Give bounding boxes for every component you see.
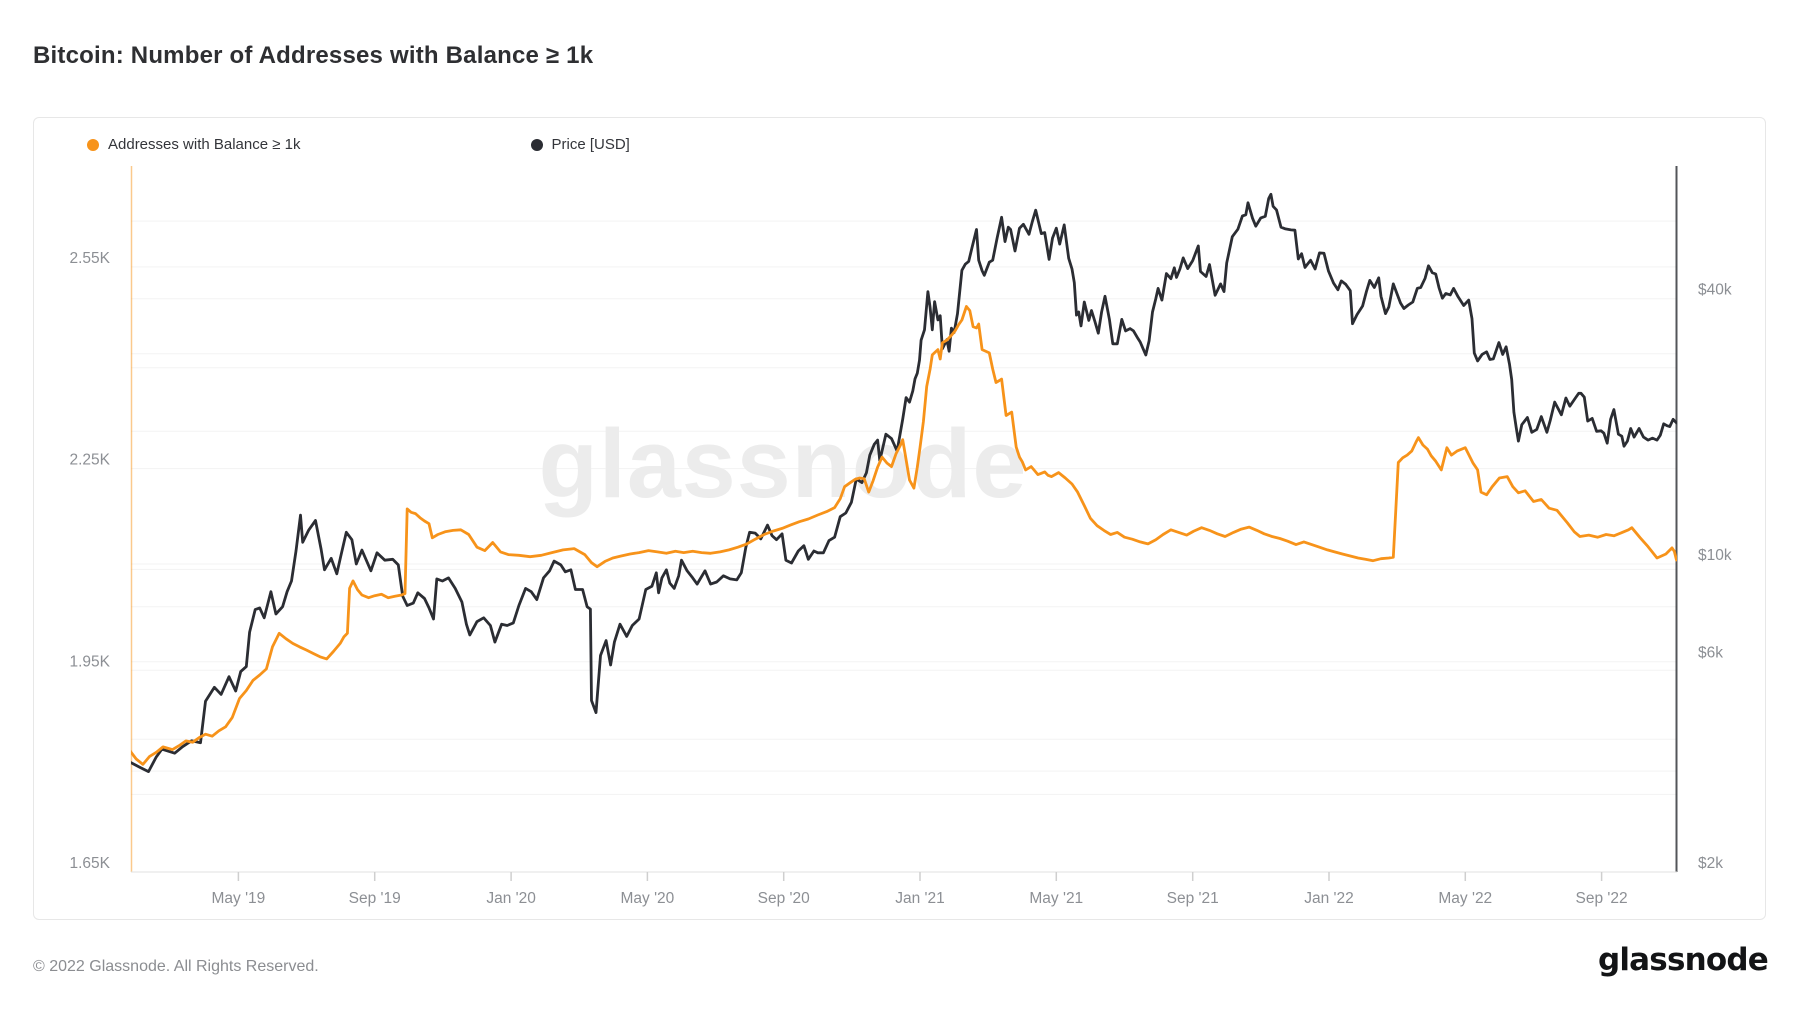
- y-axis-label-right: $10k: [1698, 547, 1732, 564]
- x-axis-label: Sep '20: [758, 890, 810, 907]
- footer-copyright: © 2022 Glassnode. All Rights Reserved.: [33, 958, 319, 975]
- y-axis-label-right: $6k: [1698, 645, 1723, 662]
- legend-label-price: Price [USD]: [551, 136, 630, 153]
- x-axis-label: Sep '19: [349, 890, 401, 907]
- legend-item-price[interactable]: Price [USD]: [530, 136, 630, 153]
- x-axis-label: May '21: [1029, 890, 1083, 907]
- y-axis-label-right: $40k: [1698, 282, 1732, 299]
- x-axis-label: Sep '22: [1576, 890, 1628, 907]
- x-axis-label: May '20: [621, 890, 675, 907]
- x-axis-label: May '22: [1438, 890, 1492, 907]
- watermark: glassnode: [539, 409, 1028, 518]
- x-axis-label: Sep '21: [1167, 890, 1219, 907]
- series-line-addresses[interactable]: [130, 305, 1677, 766]
- legend-label-addresses: Addresses with Balance ≥ 1k: [108, 136, 301, 153]
- glassnode-logo: glassnode: [1597, 942, 1769, 978]
- y-axis-label-left: 2.55K: [69, 250, 110, 267]
- page-title: Bitcoin: Number of Addresses with Balanc…: [33, 42, 594, 69]
- x-axis-label: Jan '21: [895, 890, 945, 907]
- legend-dot-price-icon: [530, 138, 543, 151]
- x-axis-label: Jan '22: [1304, 890, 1354, 907]
- y-axis-label-left: 2.25K: [69, 452, 110, 469]
- y-axis-label-left: 1.95K: [69, 653, 110, 670]
- y-axis-label-left: 1.65K: [69, 855, 110, 872]
- x-axis-label: May '19: [212, 890, 266, 907]
- x-axis-label: Jan '20: [486, 890, 536, 907]
- y-axis-label-right: $2k: [1698, 855, 1723, 872]
- series-line-price[interactable]: [130, 192, 1677, 773]
- chart-legend: Addresses with Balance ≥ 1k Price [USD]: [87, 136, 630, 153]
- chart-card: [33, 117, 1766, 920]
- legend-dot-addresses-icon: [87, 138, 99, 151]
- legend-item-addresses[interactable]: Addresses with Balance ≥ 1k: [87, 136, 301, 153]
